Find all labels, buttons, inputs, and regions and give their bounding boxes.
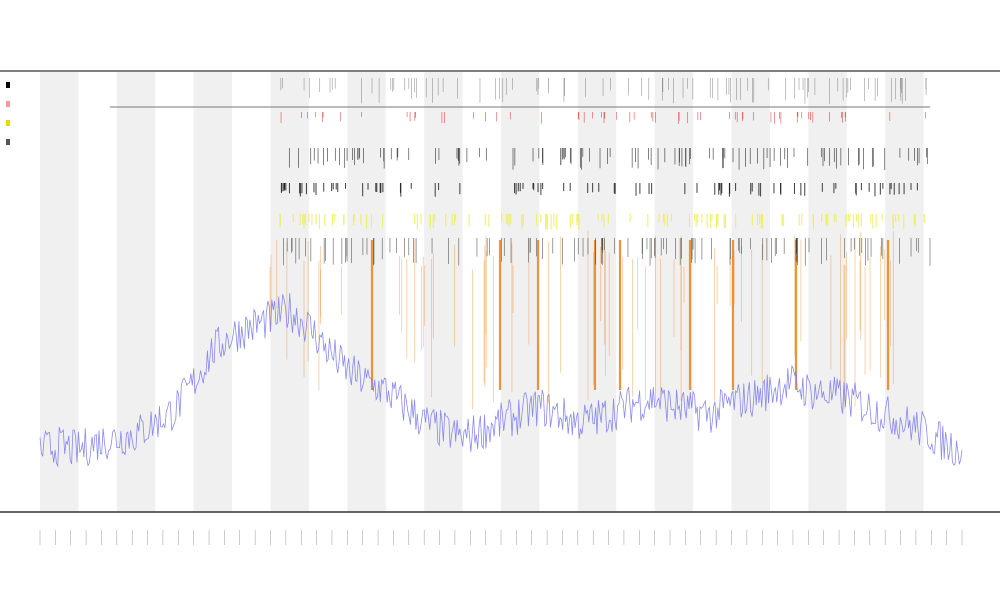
legend-swatch-2: [6, 120, 10, 126]
series-line-0: [39, 293, 963, 468]
band-18: [731, 72, 770, 512]
legend-swatch-1: [6, 101, 10, 107]
band-4: [193, 72, 233, 512]
band-0: [40, 72, 79, 512]
legend: [6, 82, 10, 145]
spike-marks: [269, 230, 894, 410]
band-2: [116, 72, 156, 512]
band-12: [501, 72, 540, 512]
legend-swatch-0: [6, 82, 10, 88]
x-tick-marks: [39, 530, 963, 545]
band-8: [347, 72, 386, 512]
band-14: [577, 72, 617, 512]
band-22: [885, 72, 924, 512]
series-lines: [39, 293, 963, 468]
background-bands: [40, 72, 924, 512]
legend-swatch-3: [6, 139, 10, 145]
band-10: [424, 72, 463, 512]
band-20: [808, 72, 847, 512]
band-6: [270, 72, 309, 512]
event-tracks: [279, 78, 931, 266]
